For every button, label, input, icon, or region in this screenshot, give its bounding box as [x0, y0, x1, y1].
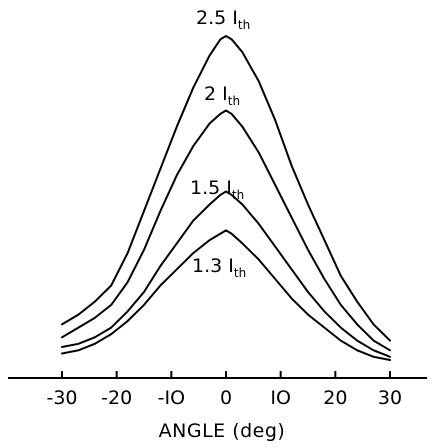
curve-series-3 — [61, 229, 391, 361]
curve-series-2 — [61, 190, 391, 358]
x-tick-label: -IO — [158, 387, 185, 409]
curves-group — [61, 35, 391, 361]
curve-label-2: 1.5 Ith — [190, 177, 244, 202]
curve-label-0: 2.5 Ith — [196, 7, 250, 32]
curve-label-1: 2 Ith — [204, 83, 240, 108]
x-tick-label: IO — [270, 387, 291, 409]
x-ticks-group: -30 -20 -IO 0 IO 20 30 — [46, 371, 402, 409]
x-tick-label: 30 — [378, 387, 402, 409]
curve-series-0 — [61, 35, 391, 342]
x-tick-label: 0 — [220, 387, 232, 409]
x-tick-label: -30 — [46, 387, 77, 409]
curve-series-1 — [61, 109, 391, 352]
x-tick-label: -20 — [101, 387, 132, 409]
curve-labels-group: 2.5 Ith 2 Ith 1.5 Ith 1.3 Ith — [190, 7, 250, 280]
x-tick-label: 20 — [323, 387, 347, 409]
curve-label-3: 1.3 Ith — [192, 255, 246, 280]
x-axis-title: ANGLE (deg) — [159, 420, 286, 442]
